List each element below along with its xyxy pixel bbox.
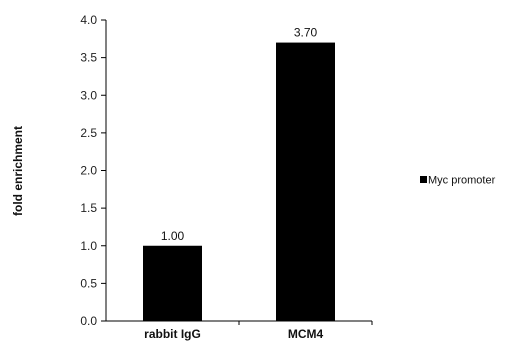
bar bbox=[276, 42, 335, 321]
y-tick-label: 0.0 bbox=[80, 314, 97, 328]
bar bbox=[143, 245, 202, 321]
y-tick-label: 2.0 bbox=[80, 164, 97, 178]
x-category-label: rabbit IgG bbox=[144, 327, 201, 341]
y-axis-ticks: 0.0 0.5 1.0 1.5 2.0 2.5 3.0 3.5 4.0 bbox=[80, 13, 106, 328]
y-tick-label: 2.5 bbox=[80, 126, 97, 140]
x-axis-categories: rabbit IgG MCM4 bbox=[144, 321, 373, 341]
bars-group: 1.00 3.70 bbox=[143, 26, 335, 321]
y-tick-label: 1.5 bbox=[80, 201, 97, 215]
bar-data-label: 1.00 bbox=[161, 229, 185, 243]
legend-label-myc-promoter: Myc promoter bbox=[428, 175, 496, 187]
bar-data-label: 3.70 bbox=[294, 26, 318, 40]
y-tick-label: 0.5 bbox=[80, 276, 97, 290]
y-tick-label: 3.5 bbox=[80, 51, 97, 65]
y-axis-title: fold enrichment bbox=[11, 126, 25, 216]
legend: Myc promoter bbox=[420, 175, 496, 187]
x-category-label: MCM4 bbox=[288, 327, 324, 341]
y-tick-label: 4.0 bbox=[80, 13, 97, 27]
y-tick-label: 1.0 bbox=[80, 239, 97, 253]
y-tick-label: 3.0 bbox=[80, 88, 97, 102]
legend-swatch-myc-promoter bbox=[420, 176, 427, 183]
